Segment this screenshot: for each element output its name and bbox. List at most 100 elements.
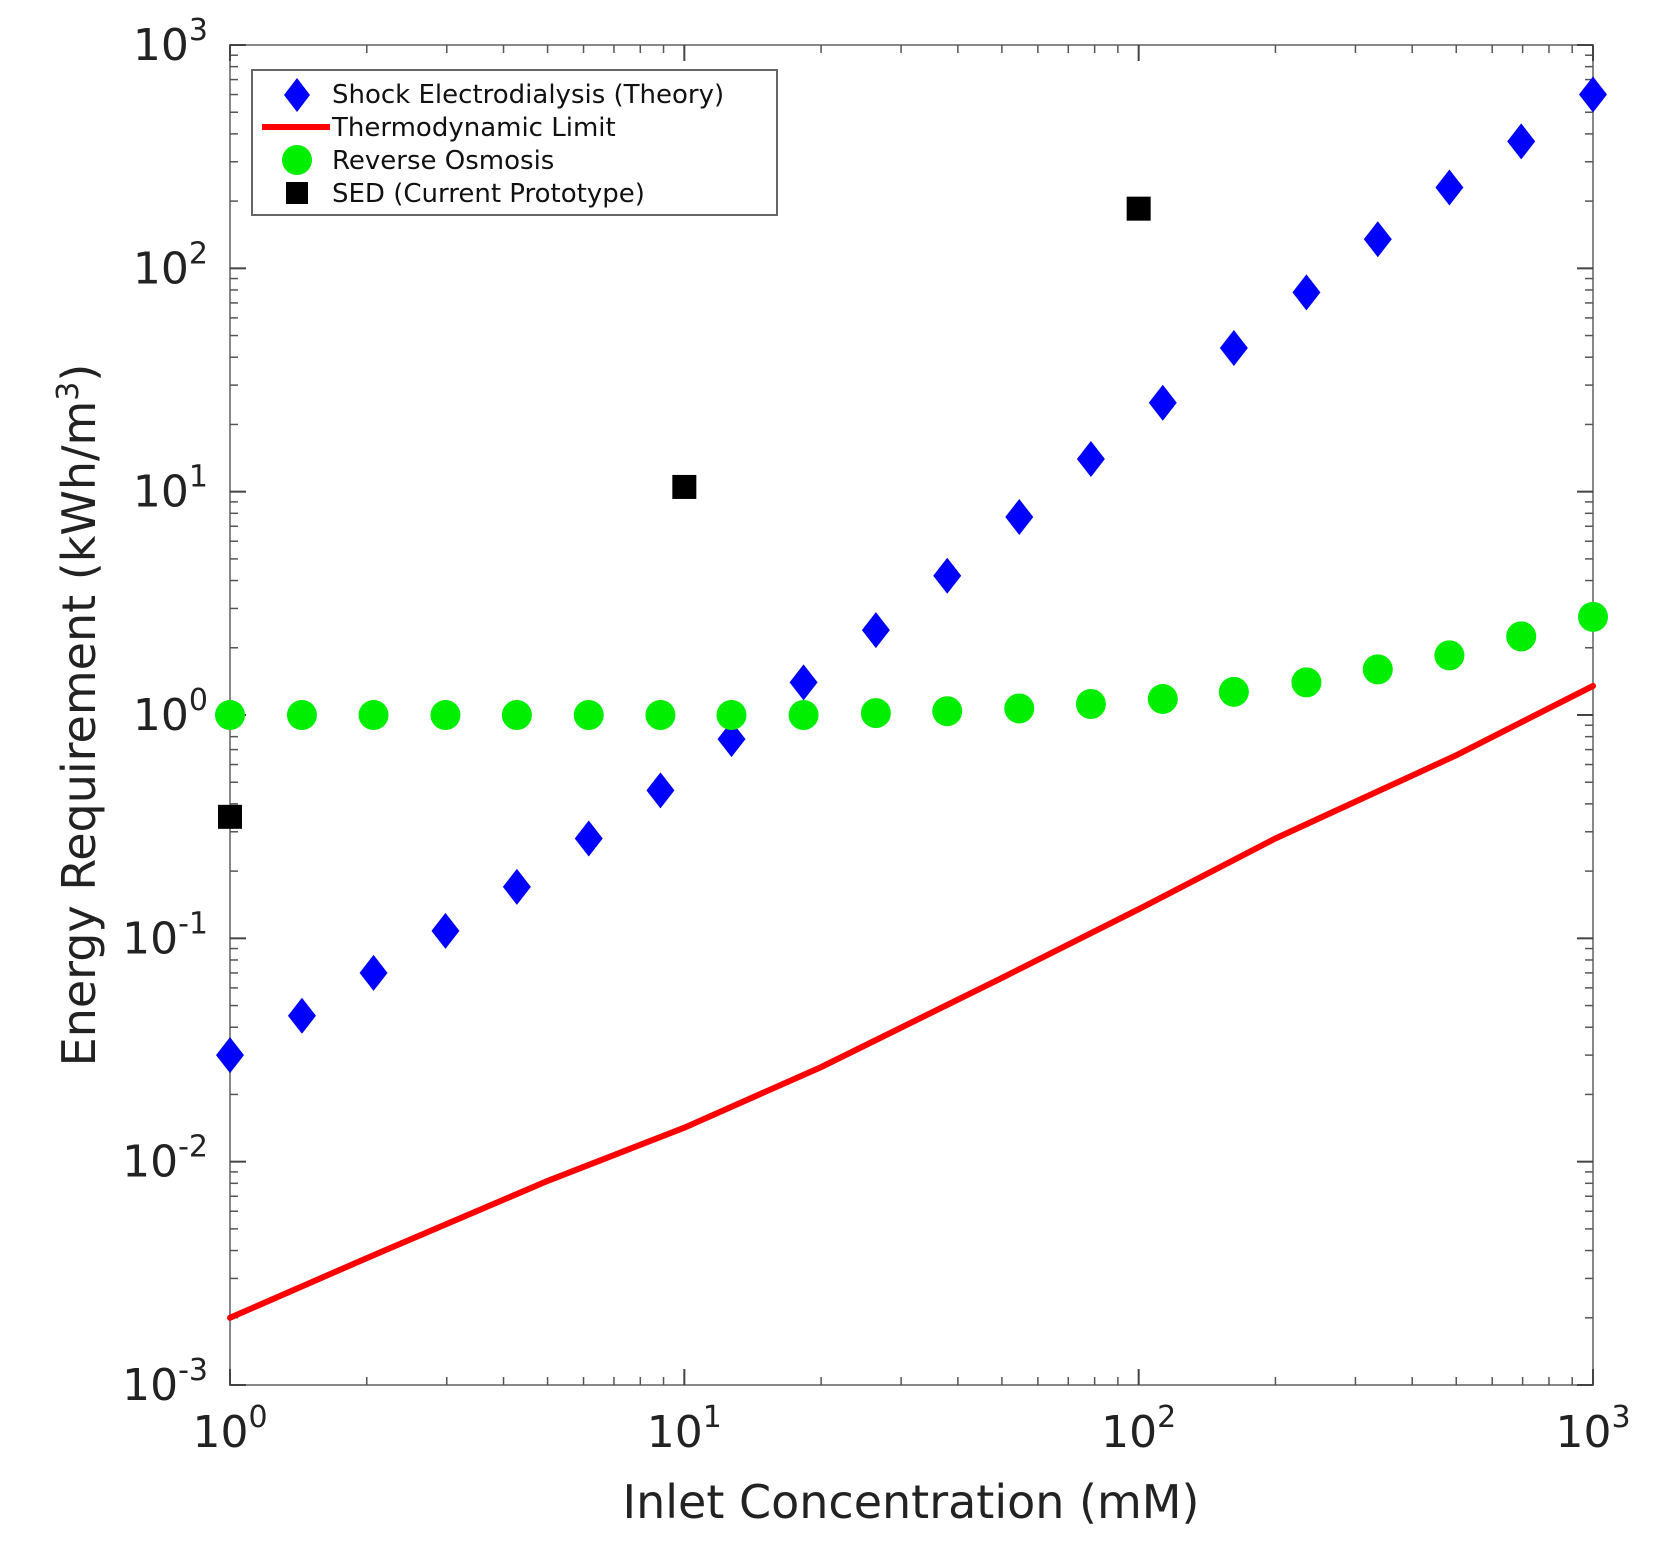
reverse-osmosis-point xyxy=(788,700,819,730)
tick-base: 10 xyxy=(1555,1407,1611,1458)
reverse-osmosis-point xyxy=(501,700,532,730)
shock-electrodialysis-point xyxy=(1507,123,1536,160)
reverse-osmosis-point xyxy=(1004,693,1035,724)
reverse-osmosis-point xyxy=(932,696,963,727)
shock-electrodialysis-point xyxy=(1292,274,1321,311)
tick-base: 10 xyxy=(133,243,189,294)
shock-electrodialysis-point xyxy=(574,820,603,857)
x-tick-label: 103 xyxy=(1555,1400,1630,1458)
tick-exponent: 0 xyxy=(248,1400,267,1435)
y-tick-label: 103 xyxy=(133,13,208,71)
reverse-osmosis-point xyxy=(430,700,461,730)
legend-box xyxy=(251,69,778,216)
tick-base: 10 xyxy=(1101,1407,1157,1458)
shock-electrodialysis-point xyxy=(789,664,818,701)
shock-electrodialysis-point xyxy=(1579,76,1607,113)
reverse-osmosis-point xyxy=(358,700,389,730)
shock-electrodialysis-point xyxy=(1148,384,1177,421)
y-axis-label-text: Energy Requirement (kWh/m xyxy=(52,401,106,1067)
legend-item-sed-prototype: SED (Current Prototype) xyxy=(286,179,645,209)
tick-exponent: 1 xyxy=(703,1400,722,1435)
shock-electrodialysis-point xyxy=(502,868,531,905)
x-axis-label: Inlet Concentration (mM) xyxy=(623,1475,1200,1529)
legend-circle-marker xyxy=(282,145,312,175)
tick-exponent: -2 xyxy=(178,1130,208,1165)
shock-electrodialysis-point xyxy=(287,997,316,1034)
reverse-osmosis-point xyxy=(1218,676,1249,707)
tick-exponent: 0 xyxy=(189,683,208,718)
sed-prototype-point xyxy=(218,804,242,829)
tick-base: 10 xyxy=(133,467,189,518)
x-tick-label: 100 xyxy=(192,1400,267,1458)
tick-base: 10 xyxy=(133,20,189,71)
y-tick-label: 101 xyxy=(133,460,208,518)
tick-exponent: 1 xyxy=(189,460,208,495)
reverse-osmosis-point xyxy=(1506,621,1537,652)
shock-electrodialysis-point xyxy=(861,612,890,649)
tick-exponent: 2 xyxy=(1157,1400,1176,1435)
tick-exponent: 3 xyxy=(1611,1400,1630,1435)
reverse-osmosis-point xyxy=(215,700,245,730)
y-axis-label-sup: 3 xyxy=(51,382,86,401)
legend-label-sed-prototype: SED (Current Prototype) xyxy=(332,179,645,209)
shock-electrodialysis-point xyxy=(1005,499,1034,536)
legend-label-reverse-osmosis: Reverse Osmosis xyxy=(332,146,554,176)
shock-electrodialysis-point xyxy=(1219,329,1248,366)
legend-label-thermodynamic-limit: Thermodynamic Limit xyxy=(331,113,616,143)
series-layer xyxy=(215,76,1608,1321)
reverse-osmosis-point xyxy=(1434,640,1465,671)
shock-electrodialysis-point xyxy=(1435,169,1464,206)
tick-exponent: 2 xyxy=(189,236,208,271)
reverse-osmosis-point xyxy=(860,698,891,729)
reverse-osmosis-point xyxy=(286,700,317,730)
tick-exponent: -1 xyxy=(178,906,208,941)
minor-ticks xyxy=(230,45,1593,1385)
series-line xyxy=(227,682,1596,1321)
y-axis-label: Energy Requirement (kWh/m3) xyxy=(51,364,107,1067)
reverse-osmosis-point xyxy=(1578,601,1608,632)
shock-electrodialysis-point xyxy=(646,772,675,809)
tick-base: 10 xyxy=(122,1360,178,1411)
legend-item-shock-electrodialysis: Shock Electrodialysis (Theory) xyxy=(284,78,724,112)
tick-base: 10 xyxy=(122,913,178,964)
thermodynamic-limit-line xyxy=(227,682,1596,1321)
x-tick-labels: 100 101 102 103 xyxy=(192,1400,1630,1458)
legend-diamond-marker xyxy=(284,78,310,112)
reverse-osmosis-point xyxy=(1362,654,1393,685)
shock-electrodialysis-point xyxy=(359,954,388,991)
reverse-osmosis-point xyxy=(573,700,604,730)
reverse-osmosis-point xyxy=(645,700,676,730)
shock-electrodialysis-point xyxy=(1076,441,1105,478)
reverse-osmosis-point xyxy=(716,700,747,730)
reverse-osmosis-point xyxy=(1075,689,1106,720)
y-tick-label: 102 xyxy=(133,236,208,294)
y-tick-label: 10-1 xyxy=(122,906,208,964)
legend-label-shock-electrodialysis: Shock Electrodialysis (Theory) xyxy=(332,80,724,110)
legend-item-thermodynamic-limit: Thermodynamic Limit xyxy=(262,113,616,143)
sed-prototype-point xyxy=(672,474,697,499)
legend: Shock Electrodialysis (Theory) Thermodyn… xyxy=(251,69,778,216)
legend-item-reverse-osmosis: Reverse Osmosis xyxy=(282,145,554,176)
tick-exponent: 3 xyxy=(189,13,208,48)
reverse-osmosis-point xyxy=(1291,667,1322,698)
shock-electrodialysis-point xyxy=(933,557,962,594)
y-tick-label: 10-3 xyxy=(122,1353,208,1411)
tick-exponent: -3 xyxy=(178,1353,208,1388)
y-axis-label-close: ) xyxy=(52,364,106,382)
tick-base: 10 xyxy=(647,1407,703,1458)
x-tick-label: 102 xyxy=(1101,1400,1176,1458)
tick-base: 10 xyxy=(133,690,189,741)
tick-base: 10 xyxy=(122,1137,178,1188)
shock-electrodialysis-point xyxy=(431,912,460,949)
legend-square-marker xyxy=(286,182,308,204)
series-diamond xyxy=(216,76,1607,1074)
shock-electrodialysis-point xyxy=(216,1037,244,1074)
series-circle xyxy=(215,601,1608,730)
tick-base: 10 xyxy=(192,1407,248,1458)
shock-electrodialysis-point xyxy=(1363,221,1392,258)
sed-prototype-point xyxy=(1126,196,1151,221)
x-tick-label: 101 xyxy=(647,1400,722,1458)
y-tick-label: 10-2 xyxy=(122,1130,208,1188)
